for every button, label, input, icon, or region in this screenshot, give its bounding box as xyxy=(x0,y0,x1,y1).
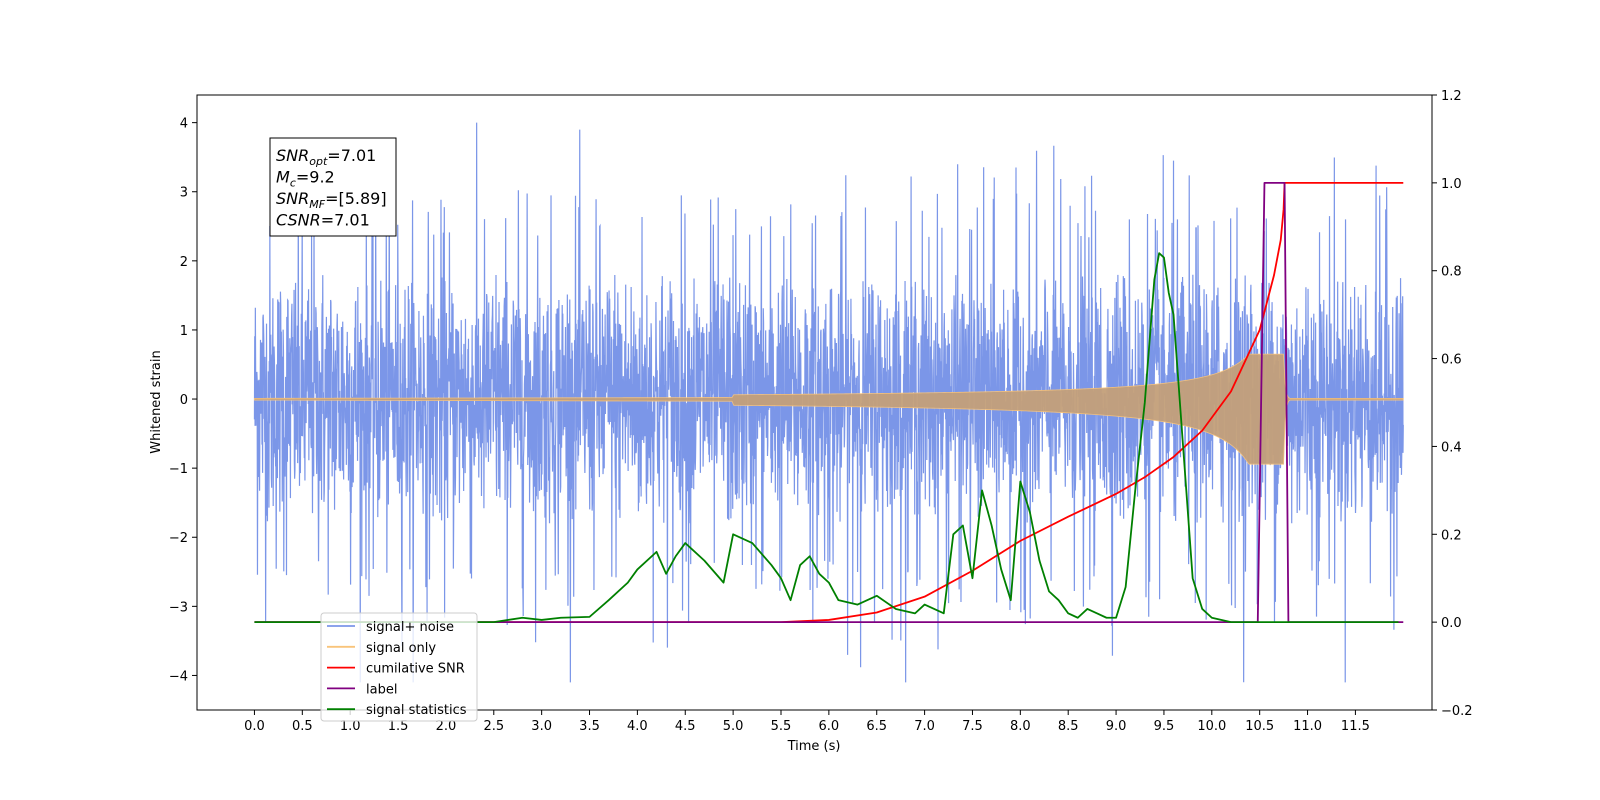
x-tick-label: 9.5 xyxy=(1154,719,1175,734)
y2-tick-label: 0.0 xyxy=(1441,616,1462,631)
legend-label-text: signal+ noise xyxy=(366,620,454,635)
x-tick-label: 11.0 xyxy=(1293,719,1322,734)
legend-cumulative-snr: cumilative SNR xyxy=(327,662,465,677)
legend: signal+ noise signal only cumilative SNR la… xyxy=(320,612,478,722)
y-tick-label: −3 xyxy=(169,600,188,615)
x-tick-label: 5.0 xyxy=(723,719,744,734)
y-tick-label: −4 xyxy=(169,669,188,684)
x-tick-label: 1.5 xyxy=(388,719,409,734)
axis-ticks: 0.0 0.5 1.0 1.5 2.0 2.5 3.0 3.5 4.0 4.5 5.0 5.5 6.0 6… xyxy=(169,89,1473,734)
y2-tick-label: 0.8 xyxy=(1441,265,1462,280)
x-tick-label: 4.0 xyxy=(627,719,648,734)
axes-frame xyxy=(196,94,1433,711)
annotation-line: Mc=9.2 xyxy=(276,168,335,190)
annotation-line: SNRopt=7.01 xyxy=(276,146,376,168)
x-tick-label: 6.5 xyxy=(866,719,887,734)
y-axis-label: Whitened strain xyxy=(149,350,164,453)
y-tick-label: −2 xyxy=(169,531,188,546)
series-cumulative-snr-line xyxy=(254,181,1404,624)
x-tick-label: 7.0 xyxy=(914,719,935,734)
legend-label-text: signal only xyxy=(366,641,436,656)
x-tick-label: 0.5 xyxy=(292,719,313,734)
x-tick-label: 7.5 xyxy=(962,719,983,734)
x-tick-label: 3.5 xyxy=(579,719,600,734)
x-tick-label: 2.5 xyxy=(483,719,504,734)
x-tick-label: 11.5 xyxy=(1341,719,1370,734)
annotation-line: SNRMF=[5.89] xyxy=(276,189,387,211)
y-tick-label: −1 xyxy=(169,462,188,477)
y-tick-label: 2 xyxy=(180,255,188,270)
x-tick-label: 10.0 xyxy=(1197,719,1226,734)
legend-label-text: cumilative SNR xyxy=(366,662,465,677)
legend-signal-noise: signal+ noise xyxy=(327,620,454,635)
y-tick-label: 3 xyxy=(180,186,188,201)
x-tick-label: 5.5 xyxy=(771,719,792,734)
y2-tick-label: −0.2 xyxy=(1441,704,1473,719)
series-signal-statistics-line xyxy=(254,252,1399,624)
x-tick-label: 1.0 xyxy=(340,719,361,734)
y2-tick-label: 0.4 xyxy=(1441,440,1462,455)
x-tick-label: 3.0 xyxy=(531,719,552,734)
y2-tick-label: 1.2 xyxy=(1441,89,1462,104)
x-tick-label: 9.0 xyxy=(1106,719,1127,734)
y2-tick-label: 0.6 xyxy=(1441,353,1462,368)
y-tick-label: 4 xyxy=(180,117,188,132)
y2-tick-label: 1.0 xyxy=(1441,177,1462,192)
legend-label-text: signal statistics xyxy=(366,703,467,718)
x-tick-label: 6.0 xyxy=(819,719,840,734)
x-axis-label: Time (s) xyxy=(787,739,841,754)
y-tick-label: 0 xyxy=(180,393,188,408)
legend-label: label xyxy=(327,682,397,697)
legend-signal-statistics: signal statistics xyxy=(327,703,467,718)
x-tick-label: 8.0 xyxy=(1010,719,1031,734)
series-signal-noise-line xyxy=(253,122,1404,683)
x-tick-label: 0.0 xyxy=(244,719,265,734)
x-tick-label: 8.5 xyxy=(1058,719,1079,734)
plot-area xyxy=(253,122,1404,683)
legend-signal-only: signal only xyxy=(327,641,436,656)
x-tick-label: 4.5 xyxy=(675,719,696,734)
x-tick-label: 10.5 xyxy=(1245,719,1274,734)
y2-tick-label: 0.2 xyxy=(1441,528,1462,543)
legend-label-text: label xyxy=(366,682,397,697)
annotation-line: CSNR=7.01 xyxy=(276,211,370,230)
series-signal-only-line xyxy=(254,353,1404,465)
x-tick-label: 2.0 xyxy=(436,719,457,734)
y-tick-label: 1 xyxy=(180,324,188,339)
